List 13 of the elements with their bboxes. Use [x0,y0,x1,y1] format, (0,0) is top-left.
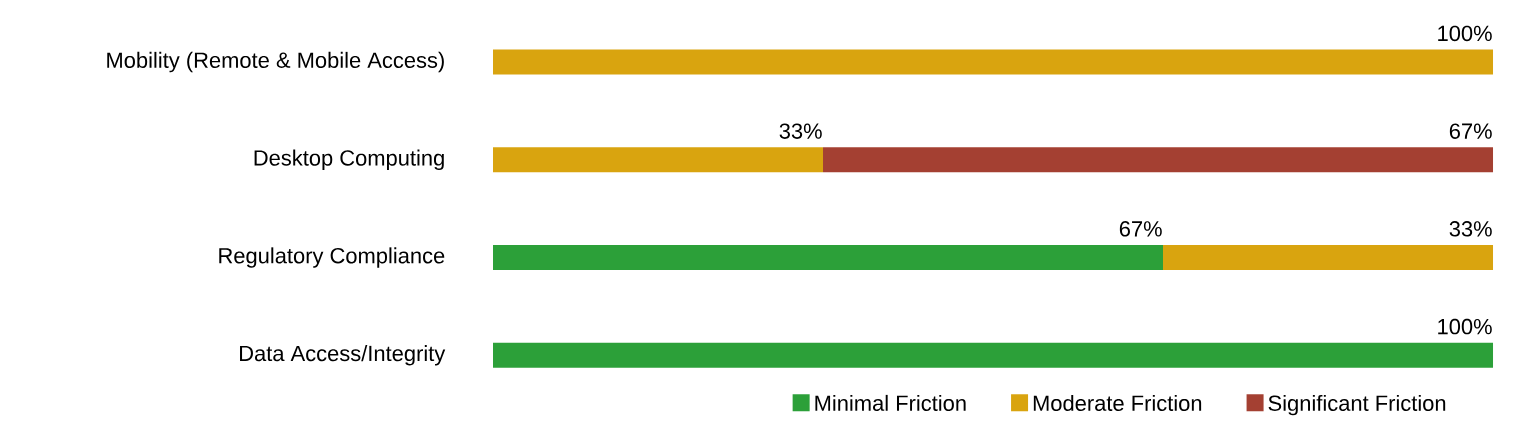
legend-label: Moderate Friction [1033,394,1202,411]
data-label: 100% [1438,25,1492,42]
legend-label: Significant Friction [1268,394,1446,416]
data-label: 67% [1119,221,1162,237]
y-tick-label: Regulatory Compliance [219,247,445,268]
y-tick-label: Desktop Computing [254,149,444,170]
y-tick-label: Mobility (Remote & Mobile Access) [107,51,444,73]
legend-label: Minimal Friction [815,394,966,411]
data-label: 100% [1438,318,1492,335]
y-tick-label: Data Access/Integrity [240,345,446,366]
data-label: 33% [779,123,822,139]
data-label: 67% [1449,123,1492,139]
data-label: 33% [1449,221,1492,237]
